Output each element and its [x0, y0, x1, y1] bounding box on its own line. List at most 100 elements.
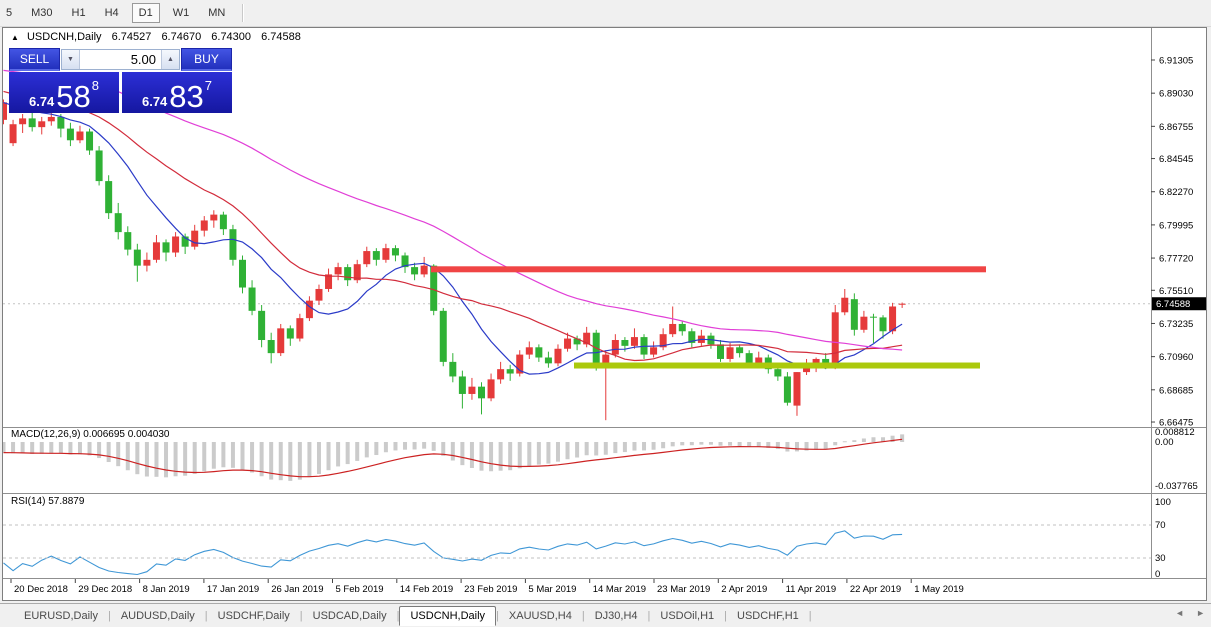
price-axis-label: 6.89030 — [1159, 89, 1193, 100]
timeframe-button-w1[interactable]: W1 — [172, 7, 190, 19]
bid-price[interactable]: 6.74 58 8 — [9, 72, 119, 113]
ask-price[interactable]: 6.74 83 7 — [122, 72, 232, 113]
macd-signal-line — [3, 438, 903, 478]
symbol-label: USDCNH,Daily — [26, 31, 102, 43]
tab-scroll-buttons: ◄ ► — [1175, 608, 1205, 618]
macd-axis-label: -0.037765 — [1155, 481, 1198, 492]
chart-tab-eurusd[interactable]: EURUSD,Daily — [24, 609, 98, 622]
time-axis-label: 23 Mar 2019 — [657, 584, 710, 595]
chart-tab-usdoil[interactable]: USDOil,H1 — [660, 609, 715, 622]
time-axis-label: 8 Jan 2019 — [143, 584, 190, 595]
candles-layer — [3, 99, 906, 421]
chart-tab-xauusd[interactable]: XAUUSD,H4 — [508, 609, 572, 622]
rsi-axis-label: 30 — [1155, 553, 1166, 564]
time-axis-label: 22 Apr 2019 — [850, 584, 901, 595]
chart-tab-audusd[interactable]: AUDUSD,Daily — [120, 609, 195, 622]
chart-tab-usdchf[interactable]: USDCHF,Daily — [217, 609, 290, 622]
price-axis-label: 6.73235 — [1159, 319, 1193, 330]
time-axis-label: 5 Mar 2019 — [528, 584, 576, 595]
ask-prefix: 6.74 — [141, 93, 168, 109]
ohlc-open: 6.74527 — [111, 31, 152, 43]
quote-header: ▲ USDCNH,Daily 6.74527 6.74670 6.74300 6… — [11, 31, 308, 43]
macd-axis-label: 0.00 — [1155, 437, 1174, 448]
price-axis-label: 6.70960 — [1159, 352, 1193, 363]
main-price-panel — [3, 69, 1151, 421]
chart-window: ▲ USDCNH,Daily 6.74527 6.74670 6.74300 6… — [2, 27, 1207, 601]
time-axis-label: 14 Feb 2019 — [400, 584, 453, 595]
price-axis-label: 6.79995 — [1159, 220, 1193, 231]
current-price-badge — [1152, 297, 1206, 311]
volume-group: ▼ 5.00 ▲ — [61, 49, 180, 70]
time-axis-label: 14 Mar 2019 — [593, 584, 646, 595]
resistance-line[interactable] — [431, 266, 986, 273]
tab-separator: | — [647, 609, 651, 622]
tab-scroll-right-icon[interactable]: ► — [1196, 608, 1205, 618]
bid-digits: 58 — [56, 78, 91, 114]
macd-axis-label: 0.008812 — [1155, 427, 1195, 438]
timeframe-button-h1[interactable]: H1 — [71, 7, 86, 19]
price-chart-canvas[interactable]: 6.91305 6.89030 6.86755 6.84545 6.82270 6.799… — [3, 28, 1206, 600]
bid-prefix: 6.74 — [28, 93, 55, 109]
rsi-axis-label: 100 — [1155, 497, 1171, 508]
tab-separator: | — [581, 609, 585, 622]
volume-increase-button[interactable]: ▲ — [161, 50, 179, 69]
timeframe-button-mn[interactable]: MN — [208, 7, 226, 19]
rsi-line — [3, 530, 903, 576]
price-axis-label: 6.77720 — [1159, 254, 1193, 265]
price-axis-label: 6.66475 — [1159, 418, 1193, 429]
tab-scroll-left-icon[interactable]: ◄ — [1175, 608, 1185, 618]
ohlc-close: 6.74588 — [261, 31, 301, 43]
price-axis-label: 6.68685 — [1159, 385, 1193, 396]
time-axis-label: 20 Dec 2018 — [14, 584, 68, 595]
bid-pip: 8 — [91, 78, 100, 93]
moving-average-line — [3, 102, 903, 375]
price-axis-label: 6.84545 — [1159, 154, 1193, 165]
ohlc-low: 6.74300 — [211, 31, 252, 43]
chart-tab-usdcad[interactable]: USDCAD,Daily — [312, 609, 387, 622]
tab-separator: | — [299, 609, 303, 622]
rsi-indicator-label: RSI(14) 57.8879 — [11, 496, 85, 507]
rsi-panel — [3, 524, 1151, 576]
price-axis-label: 6.75510 — [1159, 286, 1193, 297]
timeframe-button-h4[interactable]: H4 — [104, 7, 119, 19]
tab-separator: | — [496, 609, 499, 622]
chart-tabbar: EURUSD,Daily | AUDUSD,Daily | USDCHF,Daily | U… — [0, 603, 1211, 627]
volume-input[interactable]: 5.00 — [130, 52, 156, 67]
time-axis-label: 29 Dec 2018 — [78, 584, 132, 595]
tab-separator: | — [724, 609, 728, 622]
time-axis-label: 1 May 2019 — [914, 584, 964, 595]
time-axis-label: 26 Jan 2019 — [271, 584, 323, 595]
ask-pip: 7 — [204, 78, 213, 93]
tab-separator: | — [396, 609, 400, 622]
chart-tab-usdchf[interactable]: USDCHF,H1 — [737, 609, 799, 622]
chart-tab-usdcnh[interactable]: USDCNH,Daily — [399, 605, 497, 626]
price-axis-label: 6.91305 — [1159, 56, 1193, 67]
sell-button[interactable]: SELL — [9, 48, 60, 71]
chart-tab-dj30[interactable]: DJ30,H4 — [594, 609, 638, 622]
volume-decrease-button[interactable]: ▼ — [62, 50, 80, 69]
buy-button[interactable]: BUY — [181, 48, 232, 71]
price-axis-label: 6.82270 — [1159, 187, 1193, 198]
ohlc-high: 6.74670 — [161, 31, 202, 43]
rsi-axis-label: 70 — [1155, 520, 1166, 531]
tab-separator: | — [808, 609, 812, 622]
time-axis-label: 11 Apr 2019 — [786, 584, 837, 595]
time-axis-label: 2 Apr 2019 — [721, 584, 767, 595]
timeframe-button-m30[interactable]: M30 — [31, 7, 53, 19]
ask-digits: 83 — [169, 78, 204, 114]
price-axis-label: 6.86755 — [1159, 122, 1193, 133]
time-axis-label: 5 Feb 2019 — [336, 584, 384, 595]
time-axis-label: 17 Jan 2019 — [207, 584, 259, 595]
moving-average-line — [3, 90, 903, 362]
toolbar-separator — [242, 4, 245, 22]
axes-layer: 6.91305 6.89030 6.86755 6.84545 6.82270 6.799… — [3, 28, 1206, 595]
macd-indicator-label: MACD(12,26,9) 0.006695 0.004030 — [11, 429, 170, 440]
timeframe-toolbar: 5 M30 H1 H4 D1 W1 MN — [0, 0, 1211, 27]
timeframe-button-d1[interactable]: D1 — [131, 3, 160, 23]
collapse-panel-icon[interactable]: ▲ — [11, 33, 19, 42]
support-line[interactable] — [574, 362, 980, 369]
tab-separator: | — [204, 609, 208, 622]
rsi-axis-label: 0 — [1155, 569, 1160, 580]
timeframe-button-5[interactable]: 5 — [6, 7, 13, 19]
